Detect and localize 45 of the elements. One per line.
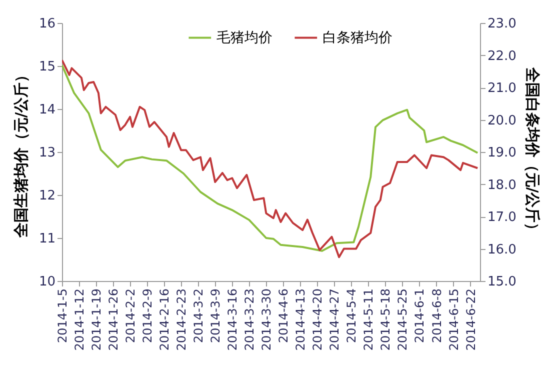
x-tick-label: 2014-1-5 (56, 288, 70, 343)
y-tick-label: 14 (38, 102, 56, 118)
x-tick-label: 2014-6-8 (430, 288, 444, 343)
y-tick-label: 15 (38, 60, 56, 74)
x-tick-label: 2014-3-9 (208, 288, 223, 343)
y2-tick-label: 22.0 (488, 48, 516, 64)
x-tick-label: 2014-6-1 (412, 288, 427, 343)
x-tick-label: 2014-5-4 (344, 288, 359, 343)
x-tick-label: 2014-5-11 (362, 288, 376, 351)
y2-tick-label: 23.0 (488, 16, 516, 32)
y2-tick-label: 20.0 (488, 113, 516, 128)
y-tick-label: 16 (38, 16, 56, 32)
y-tick-label: 10 (38, 274, 56, 290)
y2-tick-label: 16.0 (488, 242, 516, 258)
legend-label: 白条猪均价 (322, 30, 392, 46)
legend-label: 毛猪均价 (216, 30, 272, 46)
x-tick-label: 2014-1-12 (72, 288, 87, 351)
x-tick-label: 2014-4-6 (276, 288, 291, 343)
x-tick-label: 2014-5-18 (378, 288, 393, 351)
y2-axis-title: 全国白条均价（元/公斤） (523, 66, 542, 238)
x-tick-label: 2014-4-13 (294, 288, 308, 351)
y2-tick-label: 21.0 (488, 81, 516, 96)
x-tick-label: 2014-3-2 (192, 288, 206, 343)
x-tick-label: 2014-3-23 (242, 288, 257, 351)
x-tick-label: 2014-2-16 (158, 288, 172, 351)
x-tick-label: 2014-6-15 (446, 288, 461, 351)
y2-tick-label: 15.0 (488, 274, 516, 290)
x-tick-label: 2014-2-9 (140, 288, 155, 343)
x-tick-label: 2014-3-16 (226, 288, 240, 351)
y2-tick-label: 17.0 (488, 210, 516, 225)
y-tick-label: 13 (38, 146, 56, 160)
x-tick-label: 2014-1-19 (90, 288, 104, 351)
y2-tick-label: 18.0 (488, 178, 516, 193)
x-tick-label: 2014-1-26 (106, 288, 121, 351)
x-tick-label: 2014-5-25 (396, 288, 410, 351)
y-tick-label: 12 (38, 188, 56, 204)
y-tick-label: 11 (38, 232, 56, 246)
x-tick-label: 2014-2-23 (174, 288, 189, 351)
x-tick-label: 2014-3-30 (260, 288, 274, 351)
x-tick-label: 2014-6-22 (464, 288, 478, 351)
y-axis-title: 全国生猪均价（元/公斤） (12, 67, 30, 239)
x-tick-label: 2014-2-2 (124, 288, 138, 343)
x-tick-label: 2014-4-20 (310, 288, 325, 351)
x-tick-label: 2014-4-27 (328, 288, 342, 351)
y2-tick-label: 19.0 (488, 146, 516, 160)
